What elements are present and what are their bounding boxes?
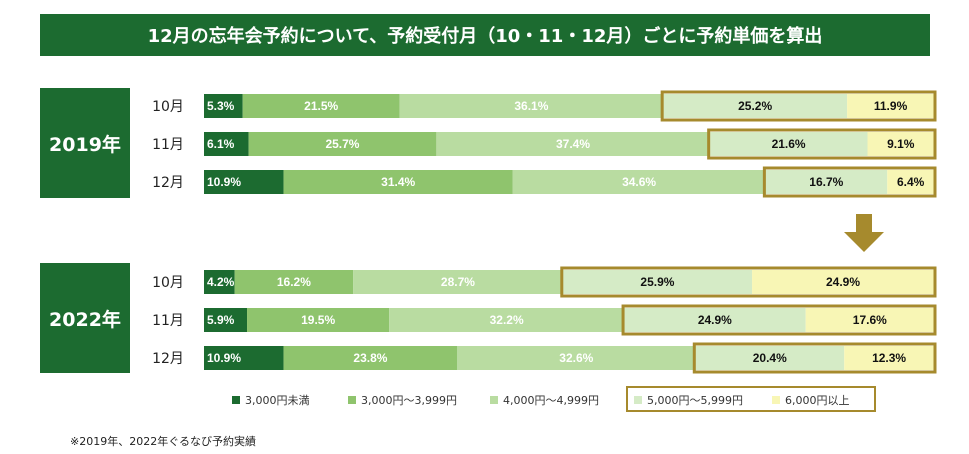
bar-segment: [695, 346, 845, 370]
month-label: 12月: [152, 175, 184, 191]
highlight-box: [762, 166, 937, 198]
bar-segment: [353, 270, 563, 294]
bar-segment: [204, 346, 284, 370]
bar-segment: [204, 170, 284, 194]
bar-segment: [709, 132, 868, 156]
bar-segment: [204, 308, 248, 332]
bar-segment: [204, 132, 249, 156]
data-label: 17.6%: [853, 313, 887, 327]
down-arrow-icon: [844, 214, 884, 252]
data-label: 24.9%: [826, 275, 860, 289]
month-label: 11月: [152, 137, 184, 153]
data-label: 21.5%: [304, 99, 338, 113]
month-label: 10月: [152, 99, 184, 115]
data-label: 16.7%: [809, 175, 843, 189]
data-label: 19.5%: [301, 313, 335, 327]
legend-item-4000-4999: 4,000円～4,999円: [490, 392, 599, 408]
bar-segment: [399, 94, 664, 118]
legend-highlight-box: [626, 386, 876, 412]
bar-segment: [283, 170, 513, 194]
bar-segment: [389, 308, 625, 332]
bar-segment: [752, 270, 934, 294]
bar-segment: [624, 308, 806, 332]
data-label: 5.9%: [207, 313, 235, 327]
highlight-box: [560, 266, 937, 298]
data-label: 20.4%: [753, 351, 787, 365]
bar-segment: [242, 94, 400, 118]
bar-segment: [234, 270, 354, 294]
data-label: 25.9%: [640, 275, 674, 289]
legend-swatch: [772, 396, 780, 404]
bar-segment: [283, 346, 458, 370]
data-label: 10.9%: [207, 175, 241, 189]
legend-label: 3,000円～3,999円: [361, 394, 457, 407]
legend-label: 6,000円以上: [785, 394, 850, 407]
data-label: 25.7%: [325, 137, 359, 151]
data-label: 24.9%: [698, 313, 732, 327]
bar-segment: [562, 270, 753, 294]
data-label: 37.4%: [556, 137, 590, 151]
data-label: 6.4%: [897, 175, 925, 189]
bar-segment: [663, 94, 848, 118]
data-label: 28.7%: [441, 275, 475, 289]
highlight-box: [660, 90, 937, 122]
data-label: 5.3%: [207, 99, 235, 113]
year-label-2019: 2019年: [40, 88, 130, 198]
bar-segment: [844, 346, 934, 370]
footnote: ※2019年、2022年ぐるなび予約実績: [70, 435, 256, 448]
bar-segment: [847, 94, 934, 118]
month-label: 12月: [152, 351, 184, 367]
bar-segment: [247, 308, 390, 332]
data-label: 4.2%: [207, 275, 235, 289]
data-label: 10.9%: [207, 351, 241, 365]
legend-swatch: [490, 396, 498, 404]
data-label: 31.4%: [381, 175, 415, 189]
bar-segment: [457, 346, 696, 370]
legend-swatch: [348, 396, 356, 404]
month-label: 10月: [152, 275, 184, 291]
data-label: 34.6%: [622, 175, 656, 189]
legend-item-3000-3999: 3,000円～3,999円: [348, 392, 457, 408]
bar-segment: [204, 94, 243, 118]
bar-segment: [887, 170, 934, 194]
highlight-box: [707, 128, 937, 160]
data-label: 6.1%: [207, 137, 235, 151]
bar-segment: [805, 308, 934, 332]
data-label: 36.1%: [514, 99, 548, 113]
legend-swatch: [634, 396, 642, 404]
chart-title: 12月の忘年会予約について、予約受付月（10・11・12月）ごとに予約単価を算出: [40, 14, 930, 56]
data-label: 32.2%: [490, 313, 524, 327]
data-label: 25.2%: [738, 99, 772, 113]
bar-segment: [867, 132, 934, 156]
legend-item-5000-5999: 5,000円～5,999円: [634, 392, 743, 408]
data-label: 16.2%: [277, 275, 311, 289]
bar-segment: [248, 132, 437, 156]
bar-segment: [204, 270, 235, 294]
legend-item-under-3000: 3,000円未満: [232, 392, 310, 408]
data-label: 23.8%: [353, 351, 387, 365]
legend-swatch: [232, 396, 240, 404]
highlight-box: [692, 342, 937, 374]
legend-item-6000-plus: 6,000円以上: [772, 392, 850, 408]
year-label-2022: 2022年: [40, 263, 130, 373]
month-label: 11月: [152, 313, 184, 329]
data-label: 12.3%: [872, 351, 906, 365]
legend-label: 4,000円～4,999円: [503, 394, 599, 407]
data-label: 32.6%: [559, 351, 593, 365]
bar-segment: [765, 170, 888, 194]
data-label: 21.6%: [772, 137, 806, 151]
bar-segment: [436, 132, 710, 156]
bar-segment: [512, 170, 766, 194]
legend-label: 3,000円未満: [245, 394, 310, 407]
highlight-box: [621, 304, 937, 336]
data-label: 11.9%: [874, 99, 908, 113]
legend-label: 5,000円～5,999円: [647, 394, 743, 407]
data-label: 9.1%: [887, 137, 915, 151]
